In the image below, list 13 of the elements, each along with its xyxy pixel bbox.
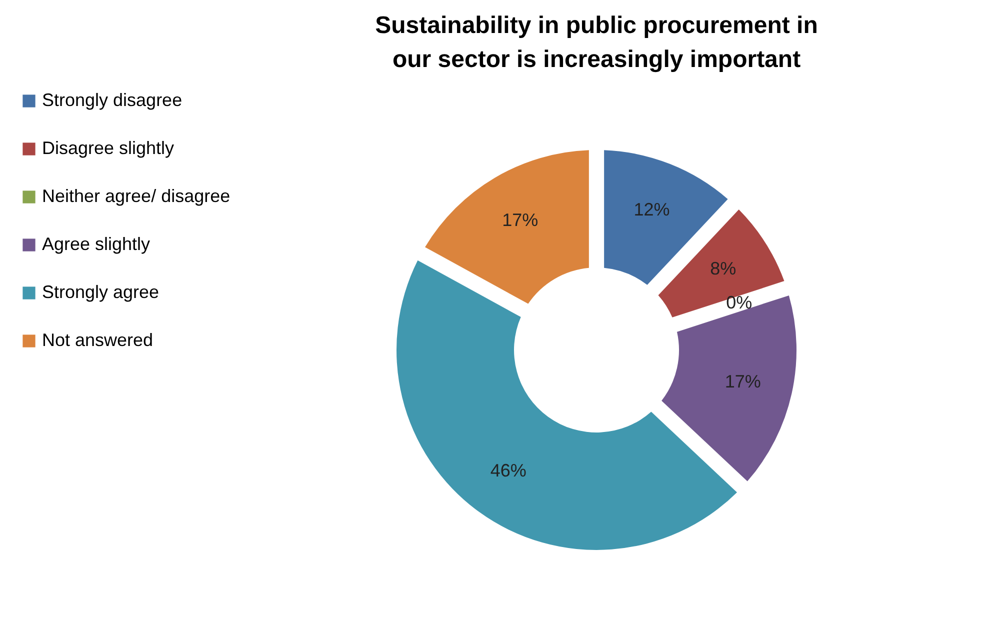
data-label: 8% <box>710 258 736 279</box>
legend-label: Not answered <box>42 330 154 350</box>
legend-label: Agree slightly <box>42 234 150 254</box>
data-label: 12% <box>634 200 670 220</box>
data-label: 17% <box>724 372 761 392</box>
legend-label: Strongly agree <box>42 282 160 302</box>
legend-label: Disagree slightly <box>42 138 174 158</box>
data-label: 46% <box>490 460 526 480</box>
text: 0% <box>726 292 752 313</box>
legend-label: Strongly disagree <box>42 90 182 110</box>
chart-title: Sustainability in public procurement in our sector is increasingly important <box>375 12 818 73</box>
data-label: 17% <box>502 210 538 230</box>
legend-label: Neither agree/ disagree <box>42 186 230 206</box>
